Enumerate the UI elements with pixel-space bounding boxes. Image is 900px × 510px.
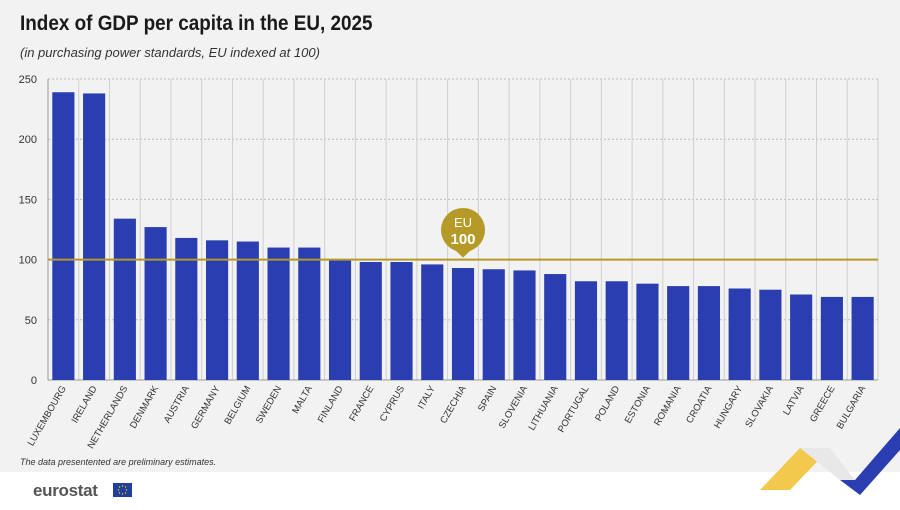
x-tick-label: AUSTRIA xyxy=(162,383,192,425)
bar-croatia xyxy=(697,286,720,380)
eu-marker xyxy=(441,208,485,252)
bar-portugal xyxy=(574,281,598,380)
x-tick-label: IRELAND xyxy=(70,384,100,425)
bar-estonia xyxy=(636,283,659,380)
eurostat-logo-text: eurostat xyxy=(33,481,98,500)
x-tick-label: FINLAND xyxy=(316,384,346,425)
x-tick-label: SWEDEN xyxy=(254,384,284,426)
x-tick-label: GREECE xyxy=(808,384,838,424)
bar-luxembourg xyxy=(52,92,75,380)
bar-hungary xyxy=(728,288,751,380)
bar-malta xyxy=(298,247,321,380)
x-tick-label: POLAND xyxy=(593,384,622,423)
x-tick-label: ITALY xyxy=(416,383,438,411)
x-tick-label: BELGIUM xyxy=(223,384,254,427)
eu-marker-label-top: EU xyxy=(454,215,472,230)
x-tick-label: GERMANY xyxy=(189,383,223,431)
eu-marker-label-bottom: 100 xyxy=(450,231,475,248)
eu-flag-icon xyxy=(113,483,132,497)
eu-marker-pointer xyxy=(455,250,471,258)
x-tick-label: CZECHIA xyxy=(438,383,469,425)
footnote: The data presentented are preliminary es… xyxy=(20,457,217,467)
x-tick-label: HUNGARY xyxy=(712,383,746,430)
chart-title: Index of GDP per capita in the EU, 2025 xyxy=(20,12,373,35)
x-tick-label: CROATIA xyxy=(684,383,715,425)
x-tick-label: CYPRUS xyxy=(378,384,407,424)
x-tick-label: PORTUGAL xyxy=(556,384,592,435)
x-tick-label: LITHUANIA xyxy=(526,383,561,432)
footer: eurostat xyxy=(0,472,900,510)
bar-cyprus xyxy=(390,262,413,380)
bar-denmark xyxy=(144,227,167,380)
bar-slovakia xyxy=(759,289,782,380)
bar-latvia xyxy=(790,294,813,380)
x-tick-label: SPAIN xyxy=(476,384,499,414)
bar-slovenia xyxy=(513,270,536,380)
bar-sweden xyxy=(267,247,290,380)
x-tick-label: MALTA xyxy=(290,383,315,415)
x-tick-label: LATVIA xyxy=(781,383,807,417)
bar-greece xyxy=(820,296,843,380)
x-tick-label: SLOVENIA xyxy=(497,383,531,430)
bar-ireland xyxy=(83,93,106,380)
y-tick-label: 200 xyxy=(19,134,37,146)
y-tick-label: 100 xyxy=(19,255,37,267)
bar-czechia xyxy=(451,268,475,380)
bar-finland xyxy=(328,259,352,380)
bar-netherlands xyxy=(113,218,136,380)
y-tick-label: 50 xyxy=(25,315,37,327)
y-tick-label: 250 xyxy=(19,74,37,86)
y-tick-label: 150 xyxy=(19,194,37,206)
bar-poland xyxy=(605,281,628,380)
bar-italy xyxy=(421,264,444,380)
bar-austria xyxy=(175,237,198,380)
x-tick-label: ESTONIA xyxy=(623,383,654,425)
x-tick-label: ROMANIA xyxy=(652,383,684,427)
y-tick-label: 0 xyxy=(31,375,37,387)
bar-germany xyxy=(206,240,229,380)
bar-romania xyxy=(667,286,690,380)
bar-france xyxy=(359,262,382,380)
bar-spain xyxy=(482,269,505,380)
x-tick-label: FRANCE xyxy=(347,384,376,423)
chart-subtitle: (in purchasing power standards, EU index… xyxy=(20,45,320,60)
x-tick-label: LUXEMBOURG xyxy=(26,384,69,448)
bar-belgium xyxy=(236,241,259,380)
x-tick-label: DENMARK xyxy=(128,383,162,430)
corner-decoration-icon xyxy=(760,428,900,495)
bar-lithuania xyxy=(544,274,567,380)
chart-panel: Index of GDP per capita in the EU, 2025 … xyxy=(0,0,900,472)
bar-bulgaria xyxy=(851,296,874,380)
